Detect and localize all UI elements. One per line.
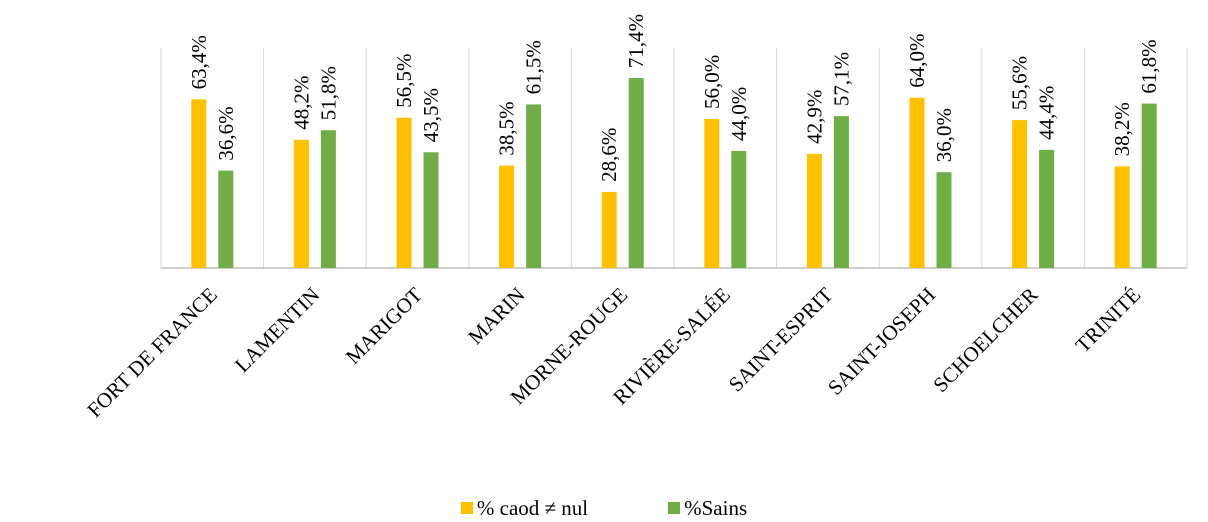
bar-caod <box>1012 120 1028 268</box>
bar-chart: 63,4%36,6% FORT DE FRANCE 48,2% 51,8% LAMENT… <box>82 14 1188 423</box>
bar-sains <box>423 152 439 268</box>
data-label: 28,6% <box>597 128 621 182</box>
bar-sains <box>1039 149 1055 268</box>
data-label: 56,5% <box>392 53 416 107</box>
data-label: 38,2% <box>1110 102 1134 156</box>
data-label: 44,4% <box>1035 86 1059 140</box>
category-label: FORT DE FRANCE <box>82 283 222 423</box>
bar-caod <box>396 117 412 269</box>
bar-sains <box>320 130 336 268</box>
bar-sains <box>1141 103 1157 268</box>
bar-caod <box>293 139 309 268</box>
bar-sains <box>526 104 542 268</box>
data-label: 38,5% <box>495 101 519 155</box>
category-label: SAINT-JOSEPH <box>823 283 940 400</box>
data-label: 61,8% <box>1137 39 1161 93</box>
data-label: 43,5% <box>419 88 443 142</box>
data-label: 44,0% <box>727 87 751 141</box>
legend-item-sains: %Sains <box>668 496 747 521</box>
bar-caod <box>704 119 720 268</box>
legend: % caod ≠ nul %Sains <box>0 494 1208 522</box>
legend-item-caod: % caod ≠ nul <box>460 495 589 521</box>
bar-caod <box>1114 166 1130 268</box>
data-label: 61,5% <box>522 40 546 94</box>
bar-sains <box>833 116 849 268</box>
legend-swatch-caod <box>460 502 473 514</box>
legend-label-sains: %Sains <box>684 495 748 520</box>
legend-label-caod: % caod ≠ nul <box>476 495 589 520</box>
category-label: SAINT-ESPRIT <box>724 282 838 396</box>
category-label: TRINITÉ <box>1071 283 1146 358</box>
bar-caod <box>909 97 925 268</box>
data-label: 64,0% <box>905 34 929 88</box>
data-label: 71,4% <box>624 14 648 68</box>
category-label: SCHOELCHER <box>928 283 1042 397</box>
category-label: MARIN <box>463 283 529 349</box>
data-label: 56,0% <box>700 55 724 109</box>
bar-caod <box>601 191 617 268</box>
data-label: 48,2% <box>289 76 313 130</box>
data-label: 36,6% <box>214 106 238 160</box>
bar-sains <box>218 170 234 268</box>
legend-swatch-sains <box>668 502 681 514</box>
bar-sains <box>936 172 952 268</box>
category-label: LAMENTIN <box>230 283 325 378</box>
data-label: 36,0% <box>932 108 956 162</box>
category-label: MARIGOT <box>341 282 427 368</box>
data-label: 51,8% <box>316 66 340 120</box>
data-label: 55,6% <box>1008 56 1032 110</box>
bar-sains <box>628 78 644 269</box>
bar-sains <box>731 150 747 268</box>
data-label: 57,1% <box>829 52 853 106</box>
bar-caod <box>499 165 515 268</box>
bar-caod <box>806 153 822 268</box>
data-label: 42,9% <box>802 90 826 144</box>
bar-caod <box>191 99 207 268</box>
data-label: 63,4% <box>187 35 211 89</box>
